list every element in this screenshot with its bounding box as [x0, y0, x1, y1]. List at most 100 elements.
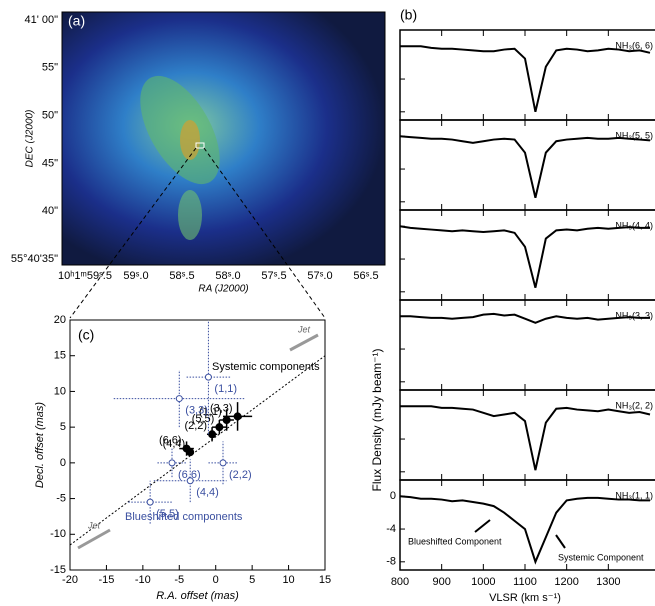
x-axis-label: R.A. offset (mas) — [156, 590, 239, 602]
point — [233, 412, 242, 421]
x-axis-label: VLSR (km s⁻¹) — [489, 592, 561, 604]
y-tick-label: 5 — [60, 421, 66, 433]
point — [168, 459, 176, 467]
x-tick-label: 59ˢ.0 — [123, 270, 148, 282]
y-tick-label: 50" — [42, 110, 58, 122]
x-tick-label: 58ˢ.5 — [169, 270, 194, 282]
series-label: Systemic components — [212, 361, 320, 373]
x-tick-label: 800 — [391, 576, 409, 588]
y-tick-label: 45" — [42, 157, 58, 169]
spectrum — [400, 405, 651, 471]
series-label: NH₃(6, 6) — [615, 40, 653, 50]
x-tick-label: 1200 — [554, 576, 578, 588]
annotation: Systemic Component — [558, 552, 644, 562]
x-tick-label: -20 — [62, 574, 78, 586]
jet-axis — [69, 355, 326, 546]
series-label: NH₃(4, 4) — [615, 220, 653, 230]
series-label: NH₃(2, 2) — [615, 400, 653, 410]
jet-arrow — [77, 528, 111, 550]
y-tick-label: -15 — [50, 564, 66, 576]
x-tick-label: -15 — [98, 574, 114, 586]
spectrum — [400, 312, 650, 324]
image-map — [62, 12, 385, 265]
x-tick-label: 10 — [282, 574, 294, 586]
point — [186, 448, 195, 457]
x-tick-label: 1000 — [471, 576, 495, 588]
x-axis-label: RA (J2000) — [198, 284, 248, 295]
x-tick-label: -5 — [174, 574, 184, 586]
point-label: (5,5) — [156, 508, 179, 520]
y-axis-label: Flux Density (mJy beam⁻¹) — [370, 348, 384, 491]
zoom-line — [69, 147, 197, 319]
arrow — [474, 519, 491, 533]
point-label: (1,1) — [199, 406, 222, 418]
x-tick-label: 1300 — [596, 576, 620, 588]
series-label: NH₃(5, 5) — [615, 130, 653, 140]
spectrum — [399, 225, 650, 288]
y-axis-label: DEC (J2000) — [25, 110, 36, 168]
panel-label: (b) — [400, 7, 417, 23]
x-tick-label: 58ˢ.0 — [215, 270, 240, 282]
emission — [178, 190, 202, 240]
y-tick-label: 40" — [42, 205, 58, 217]
point-label: (4,4) — [196, 487, 219, 499]
panel-label: (a) — [68, 13, 85, 29]
point-label: (3,3) — [210, 402, 233, 414]
annotation: Blueshifted Component — [408, 536, 502, 546]
emission-peak — [180, 120, 200, 160]
y-tick-label: 55" — [42, 62, 58, 74]
y-tick-label: 0 — [390, 490, 396, 502]
point-label: (3,3) — [185, 404, 208, 416]
y-tick-label: -8 — [386, 556, 396, 568]
point-label: (1,1) — [214, 383, 237, 395]
jet-arrow — [289, 333, 319, 352]
y-tick-label: -4 — [386, 523, 396, 535]
y-tick-label: 10 — [54, 385, 66, 397]
x-tick-label: 0 — [213, 574, 219, 586]
y-tick-label: 20 — [54, 314, 66, 326]
y-tick-label: 55°40'35" — [11, 253, 58, 265]
x-tick-label: -10 — [135, 574, 151, 586]
zoom-box — [195, 142, 205, 149]
y-tick-label: 15 — [54, 350, 66, 362]
point — [146, 498, 154, 506]
series-label: NH₃(1, 1) — [615, 490, 653, 500]
spectrum — [399, 135, 651, 198]
series-label: Blueshifted components — [125, 511, 243, 523]
y-axis-label: Decl. offset (mas) — [34, 402, 46, 489]
spectrum — [400, 45, 651, 113]
point-label: (4,4) — [163, 438, 186, 450]
x-tick-label: 10ʰ1ᵐ59ˢ.5 — [58, 270, 112, 282]
y-tick-label: 0 — [60, 457, 66, 469]
spectrum — [399, 495, 650, 565]
panel-label: (c) — [78, 327, 94, 343]
x-tick-label: 5 — [249, 574, 255, 586]
point-label: (2,2) — [184, 420, 207, 432]
x-tick-label: 900 — [432, 576, 450, 588]
jet-label: Jet — [297, 324, 311, 334]
y-tick-label: 41' 00" — [24, 14, 58, 26]
emission — [140, 75, 220, 185]
point — [175, 395, 183, 403]
plot-frame — [69, 319, 326, 571]
point — [215, 423, 224, 432]
x-tick-label: 15 — [319, 574, 331, 586]
subplot-frame — [399, 479, 655, 571]
point — [186, 477, 194, 485]
x-tick-label: 56ˢ.5 — [353, 270, 378, 282]
point-label: (6,6) — [159, 434, 182, 446]
point-label: (6,6) — [178, 469, 201, 481]
series-label: NH₃(3, 3) — [615, 310, 653, 320]
y-tick-label: -10 — [50, 528, 66, 540]
y-tick-label: -5 — [56, 492, 66, 504]
point — [208, 430, 217, 439]
point — [222, 416, 231, 424]
point-label: (2,2) — [229, 469, 252, 481]
image-frame — [61, 11, 386, 266]
arrow — [555, 534, 566, 549]
x-tick-label: 57ˢ.5 — [261, 270, 286, 282]
point — [219, 459, 227, 467]
x-tick-label: 57ˢ.0 — [307, 270, 332, 282]
x-tick-label: 1100 — [513, 576, 537, 588]
